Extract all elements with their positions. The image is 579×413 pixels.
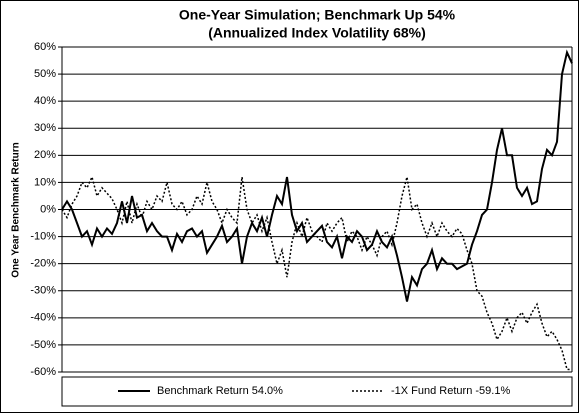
series-line <box>61 49 573 302</box>
y-tick-label: 30% <box>34 122 56 134</box>
y-tick-label: -10% <box>30 230 56 242</box>
legend-label: -1X Fund Return -59.1% <box>391 385 510 397</box>
series-line <box>61 174 573 371</box>
y-tick-label: -30% <box>30 285 56 297</box>
y-tick-label: -20% <box>30 258 56 270</box>
chart-subtitle: (Annualized Index Volatility 68%) <box>208 25 426 41</box>
chart-title: One-Year Simulation; Benchmark Up 54% <box>179 7 456 23</box>
y-tick-label: 10% <box>34 176 56 188</box>
y-tick-label: 40% <box>34 95 56 107</box>
y-tick-label: 60% <box>34 41 56 53</box>
y-axis-label: One Year Benchmark Return <box>11 142 22 277</box>
y-tick-label: -60% <box>30 366 56 378</box>
y-tick-label: -50% <box>30 339 56 351</box>
y-tick-label: -40% <box>30 312 56 324</box>
y-tick-label: 20% <box>34 149 56 161</box>
legend-label: Benchmark Return 54.0% <box>157 385 283 397</box>
y-tick-label: 50% <box>34 68 56 80</box>
y-tick-label: 0% <box>40 203 56 215</box>
